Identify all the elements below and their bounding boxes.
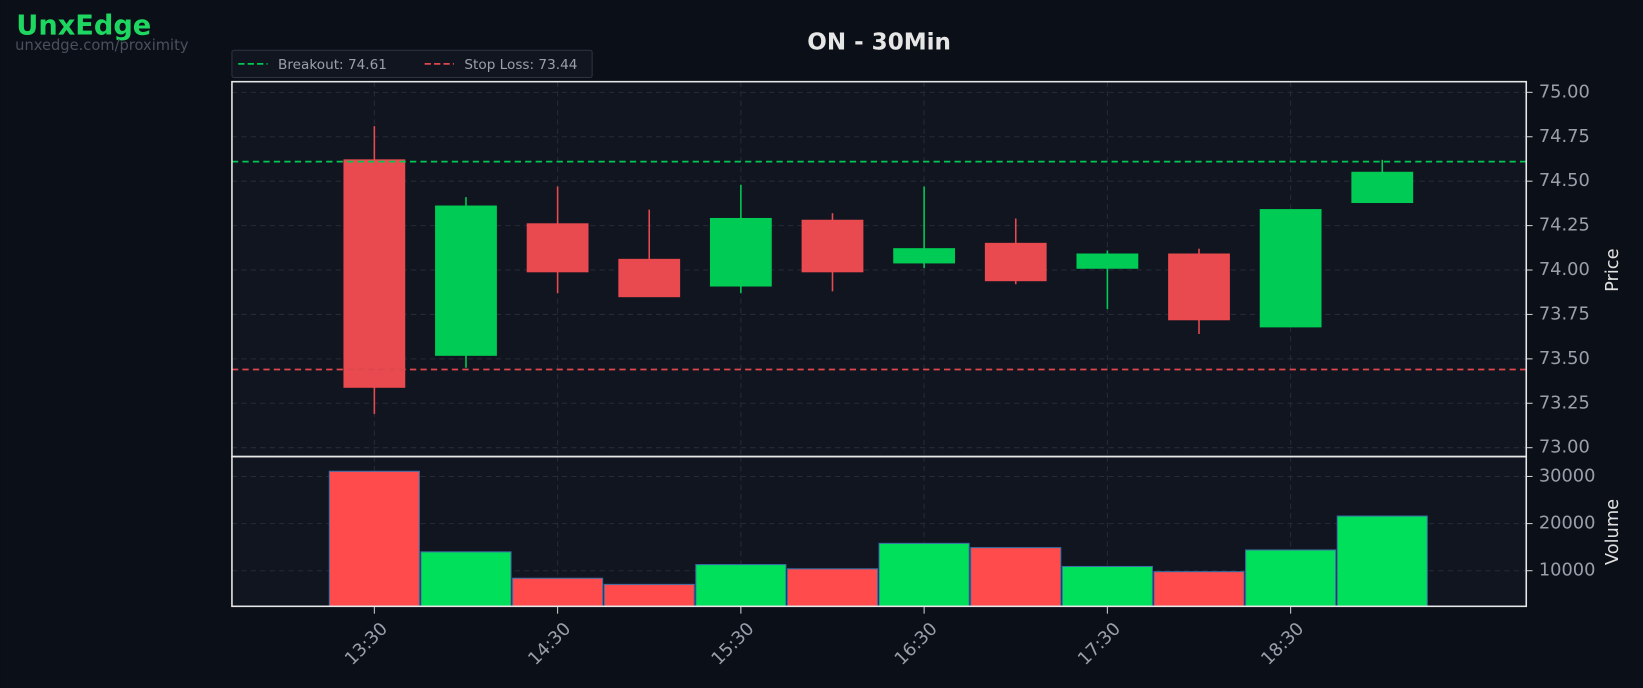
candle-body xyxy=(1259,209,1322,328)
candle-body xyxy=(618,258,681,298)
volume-bar xyxy=(328,470,420,607)
legend-label: Breakout: 74.61 xyxy=(278,57,387,73)
brand-url: unxedge.com/proximity xyxy=(15,37,189,54)
volume-bar xyxy=(970,547,1062,607)
volume-bar xyxy=(695,564,787,607)
y-tick-label: 74.50 xyxy=(1539,170,1590,191)
candle-body xyxy=(435,205,497,356)
price-axis-label: Price xyxy=(1602,248,1623,291)
volume-bar xyxy=(786,568,879,607)
y-tick-label: 74.75 xyxy=(1539,126,1590,147)
y-tick-label: 73.25 xyxy=(1539,392,1590,413)
legend xyxy=(231,49,593,79)
volume-bar xyxy=(512,577,604,607)
candle-body xyxy=(893,248,956,264)
y-tick-label: 30000 xyxy=(1539,465,1596,486)
volume-axis-label: Volume xyxy=(1602,499,1623,565)
y-tick-label: 74.25 xyxy=(1539,215,1590,236)
volume-bar xyxy=(420,551,512,607)
candle-body xyxy=(801,219,864,273)
y-tick-label: 73.00 xyxy=(1539,437,1590,458)
candle-body xyxy=(1168,253,1230,321)
price-panel xyxy=(231,81,1527,457)
candle-body xyxy=(526,223,589,273)
brand: UnxEdge xyxy=(16,11,151,42)
legend-label: Stop Loss: 73.44 xyxy=(464,57,577,73)
y-tick-label: 74.00 xyxy=(1539,259,1590,280)
candle-body xyxy=(984,242,1047,282)
candle-body xyxy=(1076,253,1139,269)
y-tick-label: 73.50 xyxy=(1539,348,1590,369)
volume-bar xyxy=(603,583,695,607)
candle-body xyxy=(709,217,772,287)
chart-title: ON - 30Min xyxy=(807,29,951,55)
y-tick-label: 10000 xyxy=(1539,560,1596,581)
volume-bar xyxy=(1245,549,1337,607)
y-tick-label: 20000 xyxy=(1539,513,1596,534)
candle-body xyxy=(1351,171,1414,204)
y-tick-label: 73.75 xyxy=(1539,303,1590,324)
volume-bar xyxy=(1061,565,1153,607)
volume-bar xyxy=(878,542,970,607)
volume-frame xyxy=(231,455,1528,608)
y-tick-label: 75.00 xyxy=(1539,81,1590,102)
volume-bar xyxy=(1153,571,1245,607)
volume-bar xyxy=(1336,515,1428,607)
candle-body xyxy=(343,159,406,388)
